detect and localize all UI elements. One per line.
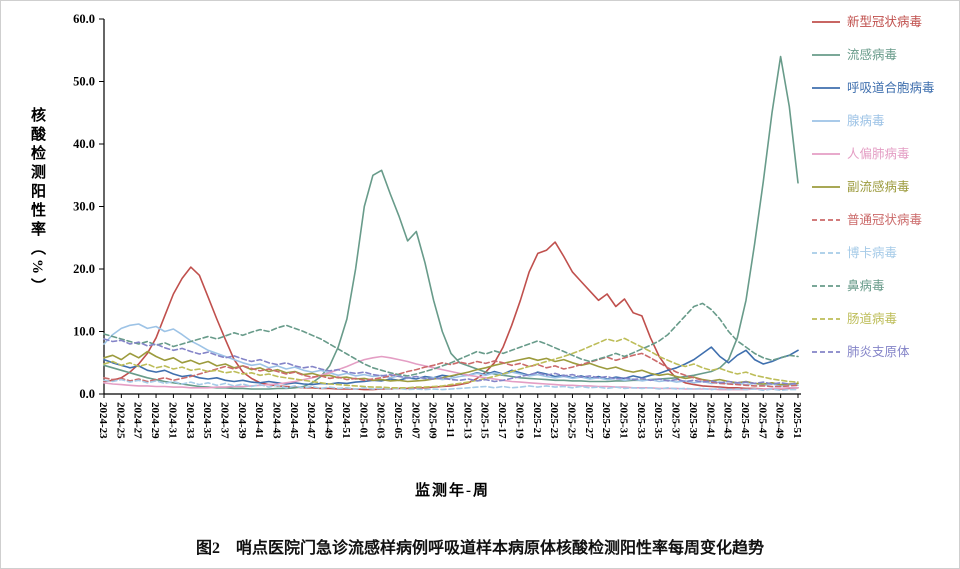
y-tick-label: 20.0 — [73, 262, 95, 276]
legend: 新型冠状病毒 流感病毒呼吸道合胞病毒 腺病毒人偏肺病毒副流感病毒普通冠状病毒 博卡病毒… — [811, 13, 959, 376]
legend-line-sample — [812, 120, 840, 122]
legend-item-4: 人偏肺病毒 — [811, 145, 959, 163]
x-tick-label: 2025-01 — [357, 402, 369, 439]
legend-line-sample — [812, 219, 840, 221]
figure-caption: 图2 哨点医院门急诊流感样病例呼吸道样本病原体核酸检测阳性率每周变化趋势 — [195, 540, 764, 557]
x-tick-label: 2025-31 — [618, 402, 630, 439]
legend-line-sample — [812, 21, 840, 23]
legend-line-sample — [812, 186, 840, 188]
x-tick-label: 2025-47 — [756, 402, 768, 439]
x-tick-label: 2024-27 — [132, 402, 144, 439]
x-tick-label: 2025-07 — [409, 402, 421, 439]
legend-line-sample — [812, 351, 840, 353]
legend-line-sample — [812, 318, 840, 320]
x-tick-label: 2025-23 — [548, 402, 560, 439]
x-tick-label: 2025-15 — [479, 402, 491, 439]
x-tick-label: 2025-29 — [600, 402, 612, 439]
y-tick-label: 40.0 — [73, 137, 95, 151]
series-line-6 — [103, 352, 799, 388]
y-tick-label: 50.0 — [73, 75, 95, 89]
legend-line-sample — [812, 54, 840, 56]
legend-label: 鼻病毒 — [847, 278, 885, 293]
legend-line-sample — [812, 252, 840, 254]
x-tick-label: 2024-31 — [166, 402, 178, 439]
legend-label: 博卡病毒 — [847, 245, 898, 260]
legend-label: 呼吸道合胞病毒 — [847, 80, 935, 95]
x-tick-label: 2025-45 — [739, 402, 751, 439]
legend-item-2: 呼吸道合胞病毒 — [811, 79, 959, 97]
legend-item-6: 普通冠状病毒 — [811, 211, 959, 229]
legend-item-7: 博卡病毒 — [811, 244, 959, 262]
x-tick-label: 2025-05 — [392, 402, 404, 439]
x-tick-label: 2025-33 — [635, 402, 647, 439]
legend-label: 腺病毒 — [847, 113, 885, 128]
x-tick-label: 2025-37 — [670, 402, 682, 439]
series-line-5 — [103, 350, 799, 386]
x-tick-label: 2025-09 — [427, 402, 439, 439]
x-tick-label: 2024-51 — [340, 402, 352, 439]
x-tick-label: 2025-19 — [513, 402, 525, 439]
legend-label: 肺炎支原体 — [847, 344, 910, 359]
legend-item-5: 副流感病毒 — [811, 178, 959, 196]
legend-label: 肠道病毒 — [847, 311, 898, 326]
y-tick-label: 10.0 — [73, 325, 95, 339]
x-tick-label: 2025-49 — [774, 402, 786, 439]
x-axis-title: 监测年-周 — [415, 483, 490, 499]
y-tick-label: 60.0 — [73, 12, 95, 26]
x-tick-label: 2024-41 — [253, 402, 265, 439]
x-tick-label: 2025-17 — [496, 402, 508, 439]
legend-label: 普通冠状病毒 — [847, 212, 923, 227]
legend-label: 流感病毒 — [847, 47, 898, 62]
x-tick-label: 2025-13 — [461, 402, 473, 439]
legend-label: 副流感病毒 — [847, 179, 910, 194]
legend-item-1: 流感病毒 — [811, 46, 959, 64]
x-tick-label: 2024-49 — [323, 402, 335, 439]
legend-item-8: 鼻病毒 — [811, 277, 959, 295]
x-tick-label: 2024-45 — [288, 402, 300, 439]
series-line-0 — [103, 241, 799, 391]
x-tick-label: 2024-33 — [184, 402, 196, 439]
x-tick-label: 2024-23 — [97, 402, 109, 439]
y-axis-title: 核酸检测阳性率（%） — [29, 107, 45, 297]
x-tick-label: 2025-21 — [531, 402, 543, 439]
series-line-8 — [103, 302, 799, 377]
legend-item-10: 肺炎支原体 — [811, 343, 959, 361]
series-line-7 — [103, 378, 799, 392]
x-tick-label: 2024-35 — [201, 402, 213, 439]
y-tick-label: 0.0 — [79, 387, 95, 401]
series-line-9 — [103, 337, 799, 389]
x-tick-label: 2025-25 — [565, 402, 577, 439]
x-tick-label: 2024-37 — [218, 402, 230, 439]
legend-item-3: 腺病毒 — [811, 112, 959, 130]
legend-item-9: 肠道病毒 — [811, 310, 959, 328]
series-line-1 — [103, 55, 799, 390]
x-tick-label: 2025-11 — [444, 402, 456, 438]
x-tick-label: 2025-03 — [375, 402, 387, 439]
x-tick-label: 2024-29 — [149, 402, 161, 439]
x-tick-label: 2024-43 — [271, 402, 283, 439]
x-tick-label: 2024-47 — [305, 402, 317, 439]
x-tick-label: 2025-51 — [791, 402, 803, 439]
legend-item-0: 新型冠状病毒 — [811, 13, 959, 31]
x-tick-label: 2025-43 — [722, 402, 734, 439]
chart-canvas: 0.0 10.0 20.0 30.0 40.0 50.0 60.0 2024-23 2024-2… — [73, 12, 803, 439]
x-tick-label: 2024-25 — [114, 402, 126, 439]
legend-line-sample — [812, 285, 840, 287]
legend-line-sample — [812, 87, 840, 89]
y-tick-label: 30.0 — [73, 200, 95, 214]
legend-line-sample — [812, 153, 840, 155]
x-tick-label: 2025-39 — [687, 402, 699, 439]
x-tick-label: 2024-39 — [236, 402, 248, 439]
legend-label: 人偏肺病毒 — [847, 146, 910, 161]
series-line-10 — [103, 338, 799, 385]
x-tick-label: 2025-35 — [652, 402, 664, 439]
x-tick-label: 2025-41 — [704, 402, 716, 439]
legend-label: 新型冠状病毒 — [847, 14, 923, 29]
x-tick-label: 2025-27 — [583, 402, 595, 439]
